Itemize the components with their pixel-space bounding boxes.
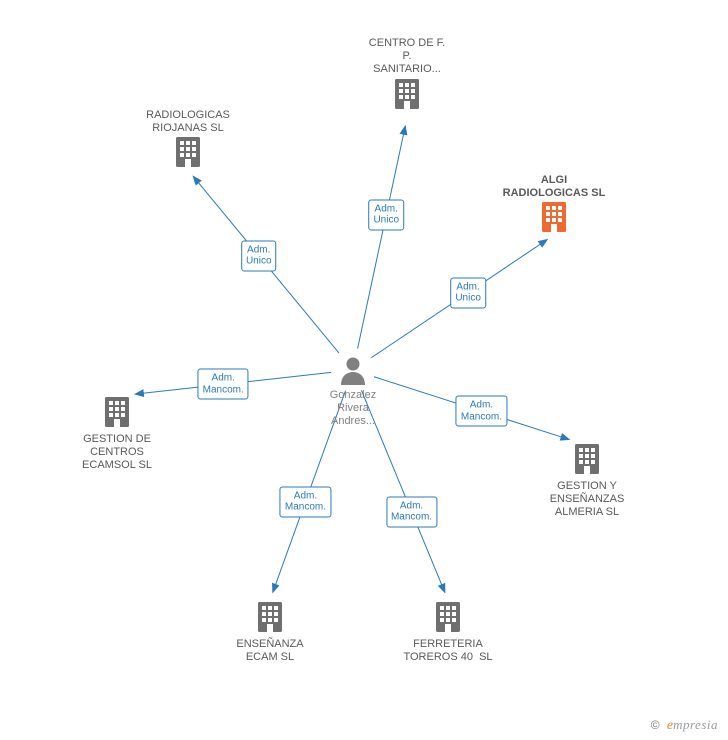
building-icon [393,600,503,634]
edge-label: Adm. Unico [368,199,404,230]
edge-line [358,126,406,349]
copyright-symbol: © [651,718,660,732]
edge-label: Adm. Mancom. [280,486,331,517]
edge-label: Adm. Mancom. [456,396,507,427]
company-node-label: GESTION DE CENTROS ECAMSOL SL [62,433,172,473]
network-diagram: { "diagram": { "type": "network", "width… [0,0,728,740]
building-icon [215,600,325,634]
center-person-node: Gonzalez Rivera Andres... [298,355,408,429]
building-icon [532,442,642,476]
building-icon [133,135,243,169]
footer-credit: © empresia [651,717,718,734]
company-node: RADIOLOGICAS RIOJANAS SL [133,105,243,169]
company-node-label: RADIOLOGICAS RIOJANAS SL [133,109,243,135]
company-node-label: GESTION Y ENSEÑANZAS ALMERIA SL [532,480,642,520]
company-node-label: ALGI RADIOLOGICAS SL [499,174,609,200]
edge-label: Adm. Unico [241,240,277,271]
building-icon [352,77,462,111]
company-node: GESTION Y ENSEÑANZAS ALMERIA SL [532,442,642,520]
company-node: ALGI RADIOLOGICAS SL [499,170,609,234]
edge-label: Adm. Mancom. [198,369,249,400]
building-icon [499,200,609,234]
company-node: GESTION DE CENTROS ECAMSOL SL [62,395,172,473]
brand-rest: mpresia [673,717,718,732]
company-node-label: ENSEÑANZA ECAM SL [215,638,325,664]
company-node: ENSEÑANZA ECAM SL [215,600,325,664]
company-node-label: FERRETERIA TOREROS 40 SL [393,638,503,664]
person-icon [298,355,408,385]
company-node-label: CENTRO DE F. P. SANITARIO... [352,37,462,77]
company-node: FERRETERIA TOREROS 40 SL [393,600,503,664]
edge-label: Adm. Unico [450,277,486,308]
company-node: CENTRO DE F. P. SANITARIO... [352,33,462,111]
edge-label: Adm. Mancom. [386,496,437,527]
building-icon [62,395,172,429]
center-node-label: Gonzalez Rivera Andres... [298,389,408,429]
